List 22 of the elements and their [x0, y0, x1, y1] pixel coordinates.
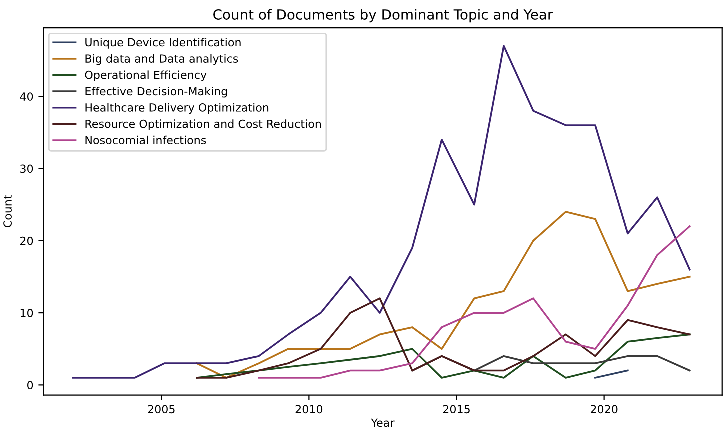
- x-tick-label: 2020: [590, 405, 618, 414]
- y-tick-label: 20: [20, 236, 34, 246]
- legend-label: Resource Optimization and Cost Reduction: [86, 120, 322, 130]
- y-tick-label: 40: [20, 92, 34, 101]
- x-tick-label: 2010: [296, 405, 323, 414]
- legend-label: Effective Decision-Making: [86, 87, 228, 98]
- legend-label: Unique Device Identification: [86, 38, 241, 49]
- x-tick-label: 2015: [443, 405, 470, 414]
- y-tick-label: 10: [20, 309, 34, 318]
- y-tick-label: 0: [28, 381, 34, 390]
- x-tick-label: 2005: [148, 405, 175, 414]
- legend-label: Big data and Data analytics: [86, 54, 238, 66]
- y-axis-title: Count: [4, 195, 12, 228]
- line-series: [196, 211, 691, 379]
- chart-title: Count of Documents by Dominant Topic and Year: [214, 9, 554, 23]
- legend-label: Nosocomial infections: [86, 136, 206, 145]
- line-series: [258, 226, 691, 379]
- x-axis-title: Year: [371, 418, 395, 428]
- legend-label: Operational Efficiency: [85, 70, 207, 82]
- y-tick-label: 30: [20, 164, 34, 174]
- line-series: [196, 298, 691, 379]
- legend-label: Healthcare Delivery Optimization: [86, 103, 269, 114]
